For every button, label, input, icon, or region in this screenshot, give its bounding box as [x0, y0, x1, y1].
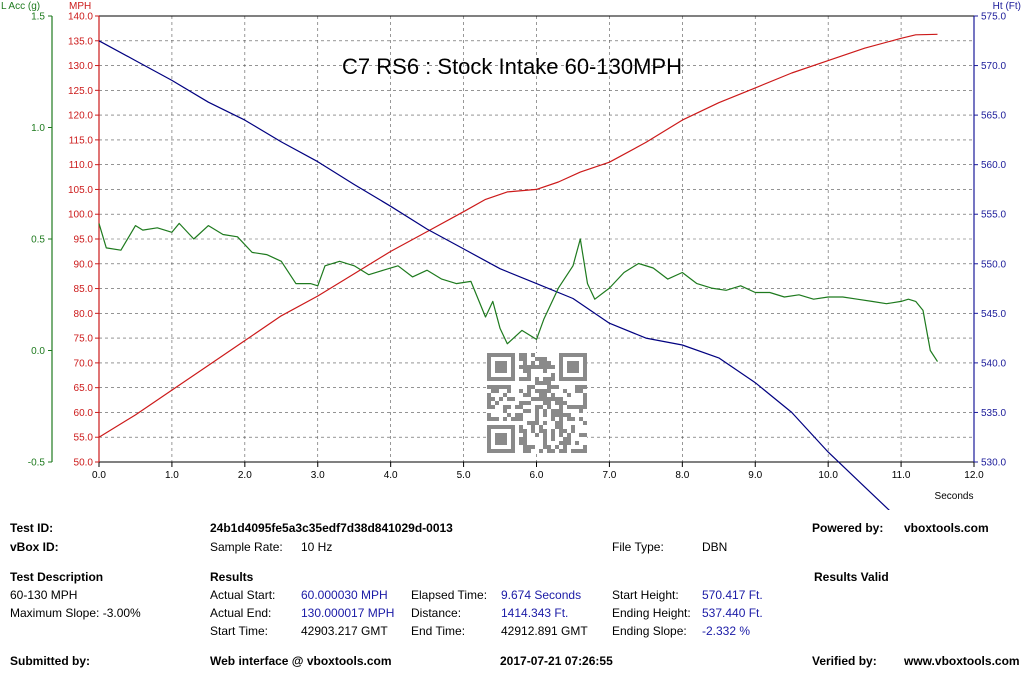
ht-tick-label: 555.0	[981, 210, 1006, 221]
start-time-label: Start Time:	[210, 624, 269, 638]
mph-tick-label: 110.0	[69, 160, 94, 171]
mph-tick-label: 140.0	[68, 12, 93, 23]
mph-tick-label: 85.0	[74, 284, 94, 295]
performance-chart: 0.0 1.0 2.0 3.0 4.0 5.0 6.0 7.0 8.0 9.0 10.0 11.0 12…	[1, 1, 1021, 510]
speed-series-line	[98, 33, 938, 438]
mph-tick-label: 60.0	[74, 408, 94, 419]
mph-tick-label: 120.0	[68, 111, 93, 122]
x-tick-label: 2.0	[238, 470, 252, 481]
test-date: 2017-07-21 07:26:55	[500, 654, 613, 668]
mph-tick-label: 55.0	[74, 433, 94, 444]
elapsed-time-label: Elapsed Time:	[411, 588, 488, 602]
mph-tick-label: 130.0	[68, 61, 93, 72]
x-tick-label: 3.0	[311, 470, 325, 481]
mph-tick-label: 135.0	[68, 36, 93, 47]
test-id-value: 24b1d4095fe5a3c35edf7d38d841029d-0013	[210, 521, 453, 535]
distance-value: 1414.343 Ft.	[501, 606, 569, 620]
elapsed-time-value: 9.674 Seconds	[501, 588, 582, 602]
lacc-tick-label: -0.5	[28, 458, 46, 469]
x-tick-label: 9.0	[748, 470, 762, 481]
ht-tick-label: 565.0	[981, 111, 1006, 122]
x-tick-label: 7.0	[602, 470, 616, 481]
distance-label: Distance:	[411, 606, 462, 620]
x-tick-label: 8.0	[675, 470, 689, 481]
powered-by-label: Powered by:	[812, 521, 884, 535]
x-tick-label: 6.0	[530, 470, 544, 481]
maximum-slope: Maximum Slope: -3.00%	[10, 606, 141, 620]
ht-tick-label: 540.0	[981, 358, 1006, 369]
mph-tick-label: 115.0	[69, 135, 94, 146]
x-tick-label: 11.0	[892, 470, 911, 481]
test-id-label: Test ID:	[10, 521, 54, 535]
powered-by-value: vboxtools.com	[904, 521, 989, 535]
mph-tick-label: 70.0	[74, 358, 94, 369]
sample-rate-label: Sample Rate:	[210, 540, 283, 554]
mph-tick-label: 65.0	[74, 383, 94, 394]
x-tick-label: 10.0	[818, 470, 838, 481]
ending-slope-value: -2.332 %	[702, 624, 751, 638]
results-valid: Results Valid	[814, 570, 889, 584]
lacc-axis-label: L Acc (g)	[1, 1, 40, 12]
qr-code-image	[487, 353, 587, 453]
chart-grid	[99, 16, 974, 462]
results-label: Results	[210, 570, 254, 584]
mph-tick-label: 125.0	[68, 86, 93, 97]
ht-tick-label: 550.0	[981, 259, 1006, 270]
mph-tick-label: 80.0	[74, 309, 94, 320]
x-tick-label: 12.0	[964, 470, 984, 481]
start-height-label: Start Height:	[612, 588, 679, 602]
test-description-value: 60-130 MPH	[10, 588, 78, 602]
mph-tick-label: 90.0	[74, 259, 94, 270]
lacc-tick-label: 1.5	[31, 12, 45, 23]
ending-height-value: 537.440 Ft.	[702, 606, 763, 620]
x-tick-label: 1.0	[165, 470, 179, 481]
x-tick-label: 4.0	[384, 470, 398, 481]
test-description-label: Test Description	[10, 570, 104, 584]
ht-tick-label: 535.0	[981, 408, 1006, 419]
sample-rate-value: 10 Hz	[301, 540, 333, 554]
file-type-value: DBN	[702, 540, 728, 554]
mph-tick-label: 50.0	[74, 458, 94, 469]
start-time-value: 42903.217 GMT	[301, 624, 388, 638]
ending-height-label: Ending Height:	[612, 606, 691, 620]
mph-tick-label: 100.0	[68, 210, 93, 221]
vbox-id-label: vBox ID:	[10, 540, 59, 554]
ht-axis-label: Ht (Ft)	[993, 1, 1021, 12]
file-type-label: File Type:	[612, 540, 664, 554]
start-height-value: 570.417 Ft.	[702, 588, 763, 602]
verified-by-label: Verified by:	[812, 654, 877, 668]
verified-by-value: www.vboxtools.com	[904, 654, 1020, 668]
actual-start-value: 60.000030 MPH	[301, 588, 388, 602]
web-interface-link[interactable]: Web interface @ vboxtools.com	[210, 654, 392, 668]
actual-end-label: Actual End:	[210, 606, 272, 620]
end-time-label: End Time:	[411, 624, 466, 638]
mph-tick-label: 95.0	[74, 235, 94, 246]
ht-tick-label: 575.0	[981, 12, 1006, 23]
actual-start-label: Actual Start:	[210, 588, 276, 602]
ht-tick-label: 570.0	[981, 61, 1006, 72]
lacc-tick-label: 0.0	[31, 346, 45, 357]
x-tick-label: 5.0	[457, 470, 471, 481]
end-time-value: 42912.891 GMT	[501, 624, 588, 638]
actual-end-value: 130.000017 MPH	[301, 606, 395, 620]
ending-slope-label: Ending Slope:	[612, 624, 687, 638]
chart-axes: 0.0 1.0 2.0 3.0 4.0 5.0 6.0 7.0 8.0 9.0 10.0 11.0 12…	[28, 12, 1007, 482]
acceleration-series-line	[98, 222, 939, 362]
ht-tick-label: 545.0	[981, 309, 1006, 320]
lacc-tick-label: 0.5	[31, 235, 45, 246]
submitted-by-label: Submitted by:	[10, 654, 90, 668]
ht-tick-label: 560.0	[981, 160, 1006, 171]
x-axis-label: Seconds	[935, 491, 974, 502]
ht-tick-label: 530.0	[981, 458, 1006, 469]
chart-series	[98, 33, 939, 510]
lacc-tick-label: 1.0	[31, 123, 45, 134]
height-series-line	[98, 40, 890, 510]
mph-tick-label: 75.0	[74, 334, 94, 345]
x-tick-label: 0.0	[92, 470, 106, 481]
mph-axis-label: MPH	[69, 1, 91, 12]
mph-tick-label: 105.0	[68, 185, 93, 196]
chart-title: C7 RS6 : Stock Intake 60-130MPH	[342, 54, 682, 79]
